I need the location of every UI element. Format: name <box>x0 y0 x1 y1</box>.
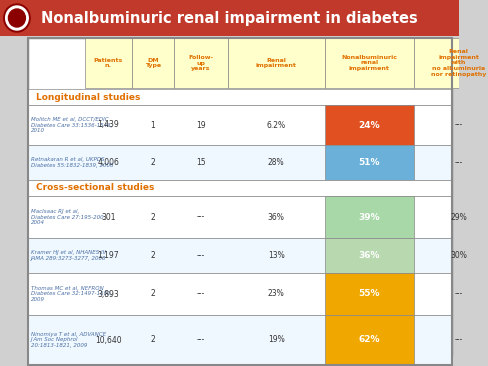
Text: Retnakaran R et al, UKPDS
Diabetes 55:1832-1839, 2006: Retnakaran R et al, UKPDS Diabetes 55:18… <box>31 157 114 168</box>
FancyBboxPatch shape <box>28 105 452 145</box>
Text: 2: 2 <box>150 336 155 344</box>
Circle shape <box>4 4 30 32</box>
Text: ---: --- <box>455 158 463 167</box>
FancyBboxPatch shape <box>28 180 452 196</box>
Text: 55%: 55% <box>359 290 380 299</box>
Text: 4,006: 4,006 <box>97 158 119 167</box>
Text: 15: 15 <box>196 158 206 167</box>
Text: ---: --- <box>455 336 463 344</box>
Text: 1: 1 <box>150 120 155 130</box>
Text: ---: --- <box>197 290 205 299</box>
FancyBboxPatch shape <box>325 145 414 180</box>
FancyBboxPatch shape <box>0 0 459 36</box>
Text: Ninomiya T et al, ADVANCE
J Am Soc Nephrol
20:1813-1821, 2009: Ninomiya T et al, ADVANCE J Am Soc Nephr… <box>31 332 106 348</box>
Text: Kramer HJ et al, NHANES III
JAMA 289:3273-3277, 2003: Kramer HJ et al, NHANES III JAMA 289:327… <box>31 250 106 261</box>
Text: Follow-
up
years: Follow- up years <box>188 55 213 71</box>
Text: DM
Type: DM Type <box>145 57 161 68</box>
Text: Nonalbuminuric renal impairment in diabetes: Nonalbuminuric renal impairment in diabe… <box>41 11 418 26</box>
Text: 36%: 36% <box>359 251 380 260</box>
FancyBboxPatch shape <box>414 38 488 88</box>
Text: Renal
impairment with
no albuminuria
nor retinopathy: Renal impairment with no albuminuria nor… <box>431 49 487 77</box>
Text: 301: 301 <box>101 213 116 221</box>
Text: 2: 2 <box>150 213 155 221</box>
Circle shape <box>6 6 28 30</box>
Text: 13%: 13% <box>268 251 285 260</box>
Text: Patients
n.: Patients n. <box>94 57 123 68</box>
Text: ---: --- <box>455 120 463 130</box>
Text: 24%: 24% <box>359 120 380 130</box>
FancyBboxPatch shape <box>28 89 452 105</box>
FancyBboxPatch shape <box>85 38 132 88</box>
Text: 19: 19 <box>196 120 206 130</box>
Text: Longitudinal studies: Longitudinal studies <box>36 93 140 101</box>
FancyBboxPatch shape <box>174 38 228 88</box>
Text: 39%: 39% <box>359 213 380 221</box>
FancyBboxPatch shape <box>28 196 452 238</box>
Text: ---: --- <box>197 336 205 344</box>
Text: 2: 2 <box>150 251 155 260</box>
FancyBboxPatch shape <box>132 38 174 88</box>
Text: 19%: 19% <box>268 336 285 344</box>
FancyBboxPatch shape <box>325 273 414 315</box>
Text: ---: --- <box>197 213 205 221</box>
FancyBboxPatch shape <box>325 196 414 238</box>
Text: Molitch ME et al, DCCT/EDIC
Diabetes Care 33:1536-1543,
2010: Molitch ME et al, DCCT/EDIC Diabetes Car… <box>31 117 112 133</box>
Text: 62%: 62% <box>359 336 380 344</box>
FancyBboxPatch shape <box>325 315 414 365</box>
Text: Thomas MC et al, NEFRON
Diabetes Care 32:1497-1502,
2009: Thomas MC et al, NEFRON Diabetes Care 32… <box>31 286 112 302</box>
Text: Nonalbuminuric
renal
impairment: Nonalbuminuric renal impairment <box>341 55 397 71</box>
Text: 10,640: 10,640 <box>95 336 122 344</box>
FancyBboxPatch shape <box>28 273 452 315</box>
FancyBboxPatch shape <box>325 238 414 273</box>
FancyBboxPatch shape <box>28 238 452 273</box>
FancyBboxPatch shape <box>228 38 325 88</box>
Text: ---: --- <box>455 290 463 299</box>
Text: 2: 2 <box>150 290 155 299</box>
FancyBboxPatch shape <box>28 315 452 365</box>
FancyBboxPatch shape <box>28 145 452 180</box>
Text: 23%: 23% <box>268 290 285 299</box>
Text: ---: --- <box>197 251 205 260</box>
Text: 6.2%: 6.2% <box>266 120 286 130</box>
Circle shape <box>8 9 25 27</box>
Text: 36%: 36% <box>268 213 285 221</box>
FancyBboxPatch shape <box>28 38 452 356</box>
Text: 2: 2 <box>150 158 155 167</box>
Text: 51%: 51% <box>359 158 380 167</box>
Text: 1,439: 1,439 <box>97 120 119 130</box>
Text: 28%: 28% <box>268 158 285 167</box>
Text: Renal
impairment: Renal impairment <box>256 57 297 68</box>
Text: 29%: 29% <box>450 213 467 221</box>
FancyBboxPatch shape <box>325 38 414 88</box>
Text: 1,197: 1,197 <box>98 251 119 260</box>
FancyBboxPatch shape <box>325 105 414 145</box>
Text: 3,893: 3,893 <box>97 290 119 299</box>
Text: Cross-sectional studies: Cross-sectional studies <box>36 183 154 193</box>
Text: 30%: 30% <box>450 251 467 260</box>
Text: MacIsaac RJ et al,
Diabetes Care 27:195-200,
2004: MacIsaac RJ et al, Diabetes Care 27:195-… <box>31 209 105 225</box>
